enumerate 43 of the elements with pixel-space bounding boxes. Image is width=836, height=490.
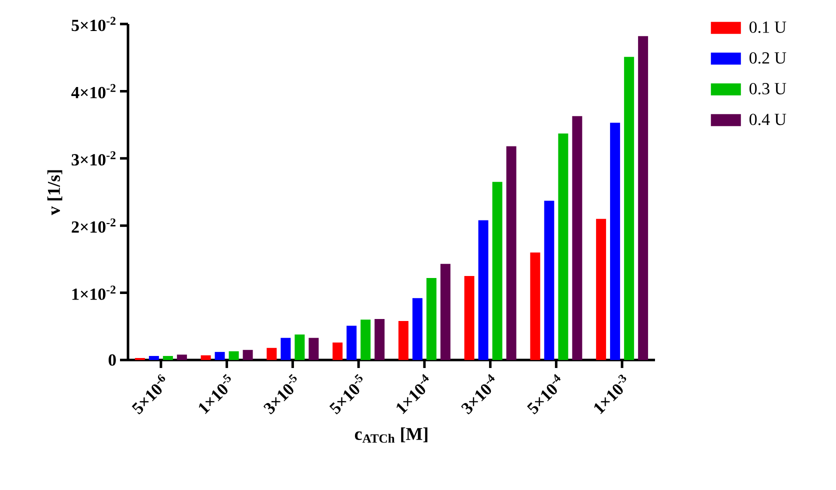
bar (148, 356, 159, 360)
bar (176, 354, 187, 360)
bar (294, 334, 305, 360)
bar (426, 278, 436, 360)
y-tick-label: 3×10$^{-2}$ (72, 151, 116, 166)
bar (478, 220, 488, 360)
bar (398, 321, 408, 360)
bar (242, 350, 253, 360)
bar (440, 264, 450, 360)
bar (638, 36, 648, 360)
legend-label: 0.2 U (750, 52, 786, 64)
y-tick-label: 5×10$^{-2}$ (72, 16, 116, 32)
x-axis-title: c$_{ATCh}$ [M] (354, 427, 428, 443)
bar (200, 355, 211, 360)
bar (596, 218, 606, 360)
bar (228, 351, 239, 360)
bar (530, 252, 540, 360)
bar (412, 298, 422, 360)
bar (214, 352, 225, 360)
y-tick-label: 1×10$^{-2}$ (72, 286, 116, 300)
bar (544, 200, 554, 360)
legend-label: 0.4 U (750, 114, 786, 126)
bar (308, 338, 319, 360)
y-tick-label: 4×10$^{-2}$ (71, 84, 116, 98)
y-tick-label: 2×10$^{-2}$ (72, 218, 116, 233)
bar (162, 356, 173, 360)
bar (464, 276, 474, 360)
bar (280, 338, 291, 360)
bar (558, 134, 568, 360)
bar (346, 326, 357, 360)
bar (374, 319, 385, 360)
bar (360, 320, 371, 360)
bar (266, 348, 277, 360)
bar (572, 116, 582, 360)
legend-label: 0.1 U (750, 21, 786, 33)
bar (332, 342, 343, 360)
y-tick-label: 0 (108, 354, 116, 366)
bar (610, 122, 620, 360)
y-axis-title: v [1/s] (47, 170, 62, 216)
legend-label: 0.3 U (750, 82, 786, 94)
bar (624, 56, 634, 360)
bar (492, 182, 502, 360)
bar (506, 146, 516, 360)
